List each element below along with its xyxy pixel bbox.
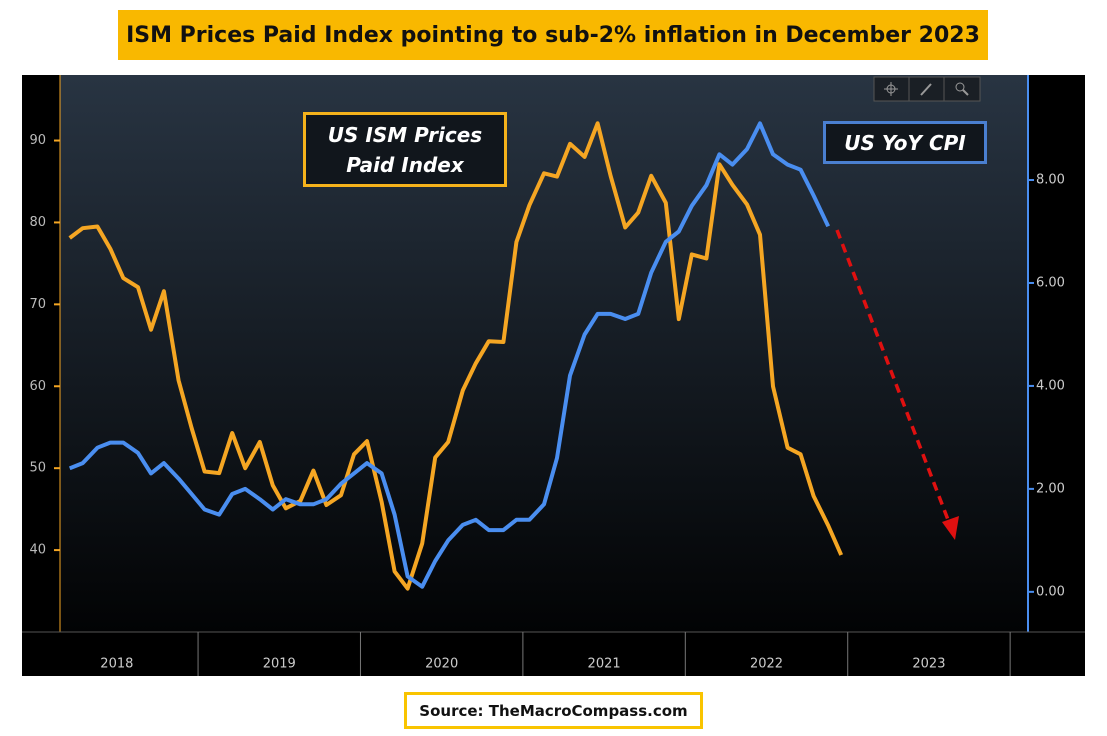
x-tick-label: 2022 [750,657,783,672]
x-tick-label: 2018 [100,657,133,672]
plot-area [60,75,1028,632]
y-tick-label: 70 [29,297,46,312]
series-line [68,121,831,589]
y2-tick-label: 2.00 [1036,481,1065,496]
y-tick-label: 90 [29,133,46,148]
y-tick-label: 40 [29,543,46,558]
x-tick-label: 2021 [588,657,621,672]
source-note: Source: TheMacroCompass.com [404,692,703,729]
forecast-arrow [835,229,959,540]
y2-tick-label: 6.00 [1036,275,1065,290]
y-tick-label: 50 [29,461,46,476]
x-tick-label: 2020 [425,657,458,672]
chart-title: ISM Prices Paid Index pointing to sub-2%… [118,10,988,60]
y-tick-label: 60 [29,379,46,394]
series-label: US ISM Prices Paid Index [303,112,507,187]
y-tick-label: 80 [29,215,46,230]
x-tick-label: 2023 [912,657,945,672]
series-line [68,121,844,591]
series-label: US YoY CPI [823,121,987,164]
y2-tick-label: 4.00 [1036,378,1065,393]
y2-tick-label: 8.00 [1036,173,1065,188]
x-tick-label: 2019 [263,657,296,672]
toolbar [873,76,981,102]
y2-tick-label: 0.00 [1036,584,1065,599]
